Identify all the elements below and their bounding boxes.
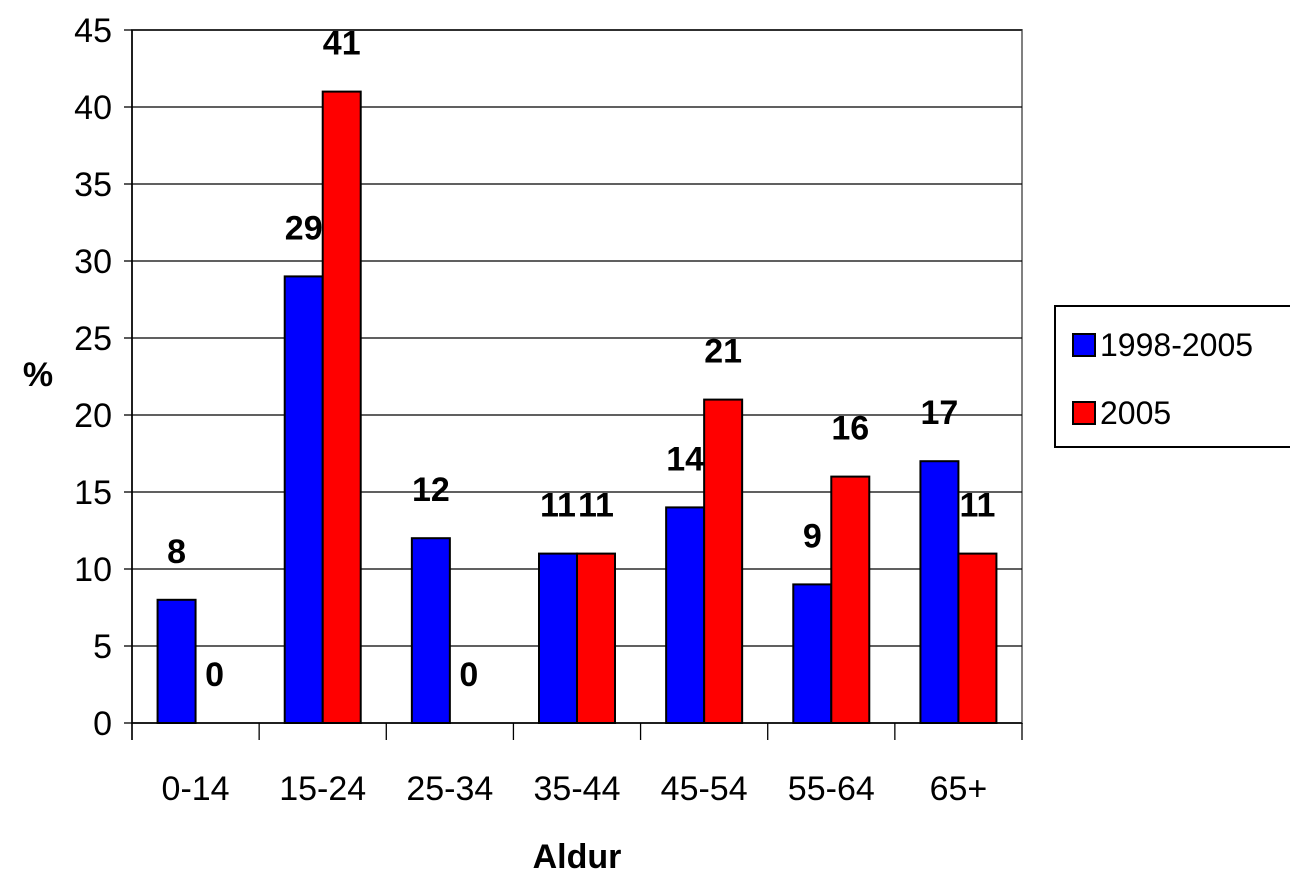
legend-label-series-1: 1998-2005: [1100, 327, 1253, 363]
data-label: 11: [578, 487, 614, 525]
y-tick-label: 30: [74, 243, 112, 281]
bar: [156, 598, 197, 724]
data-label: 9: [803, 517, 822, 555]
y-tick-label: 10: [74, 551, 112, 589]
axes: [124, 29, 1023, 740]
legend-swatch-series-1: [1072, 333, 1096, 357]
bars: [156, 90, 998, 725]
data-label: 0: [205, 656, 224, 694]
data-label: 41: [323, 25, 361, 63]
x-category-labels: 0-14 15-24 25-34 35-44 45-54 55-64 65+: [162, 770, 988, 808]
data-label: 0: [459, 656, 478, 694]
data-label: 21: [704, 333, 742, 371]
x-category-label: 15-24: [279, 770, 366, 808]
bar: [665, 506, 706, 724]
x-axis-title: Aldur: [533, 838, 622, 876]
bar: [410, 537, 451, 725]
x-category-label: 35-44: [534, 770, 621, 808]
legend-label-series-2: 2005: [1100, 395, 1171, 431]
data-label: 29: [285, 209, 323, 247]
x-category-label: 45-54: [661, 770, 748, 808]
x-category-label: 25-34: [406, 770, 493, 808]
bar: [957, 552, 998, 724]
bar: [321, 90, 362, 725]
data-label: 11: [959, 487, 995, 525]
y-tick-label: 40: [74, 89, 112, 127]
bar: [576, 552, 616, 724]
x-category-label: 65+: [930, 770, 988, 808]
bar: [830, 475, 871, 724]
data-label: 8: [167, 533, 186, 571]
x-category-label: 0-14: [162, 770, 230, 808]
bar: [283, 275, 324, 724]
x-category-label: 55-64: [788, 770, 875, 808]
legend: 1998-2005 2005: [1054, 305, 1290, 448]
y-tick-label: 35: [74, 166, 112, 204]
data-label: 14: [666, 440, 704, 478]
y-tick-label: 25: [74, 320, 112, 358]
gridlines: [132, 29, 1022, 647]
y-tick-label: 20: [74, 397, 112, 435]
y-tick-labels: 0 5 10 15 20 25 30 35 40 45: [74, 12, 112, 743]
data-label: 17: [921, 394, 959, 432]
data-label: 16: [831, 410, 869, 448]
bar: [703, 398, 744, 724]
y-tick-label: 15: [74, 474, 112, 512]
bar: [538, 552, 578, 724]
y-tick-label: 0: [93, 705, 112, 743]
data-labels: 8 29 12 11 14 9 17 0 41 0 11 21 16 11: [167, 25, 995, 694]
data-label: 12: [412, 471, 450, 509]
bar: [919, 460, 960, 724]
bar: [792, 583, 833, 725]
y-tick-label: 45: [74, 12, 112, 50]
y-axis-title: %: [23, 356, 53, 394]
y-tick-label: 5: [93, 628, 112, 666]
data-label: 11: [540, 487, 576, 525]
legend-swatch-series-2: [1072, 401, 1096, 425]
